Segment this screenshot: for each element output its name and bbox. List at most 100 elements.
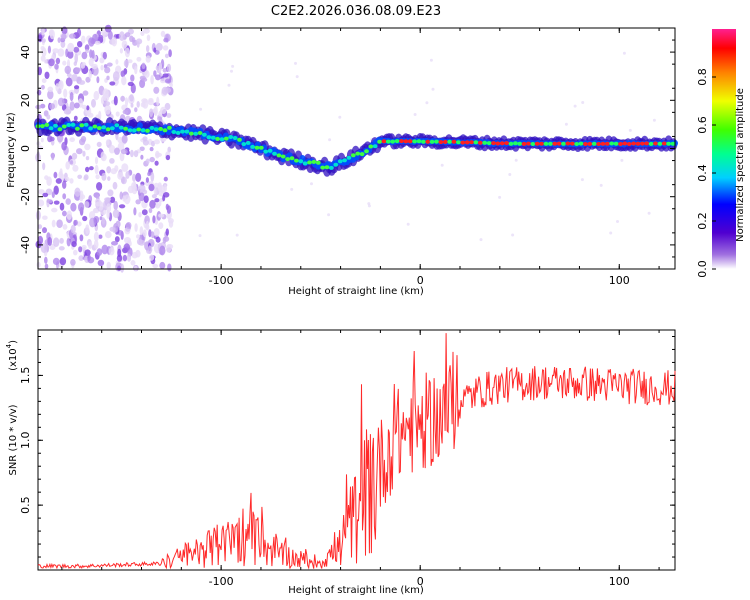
spectrogram-noise-cell <box>136 238 143 245</box>
ridge-cell-peak <box>193 131 199 136</box>
spectrogram-noise-cell <box>125 222 132 229</box>
spectrogram-noise-cell <box>159 261 166 270</box>
ridge-cell-peak <box>79 123 85 128</box>
ridge-cell-peak <box>197 131 203 135</box>
ridge-cell-peak <box>145 128 150 133</box>
spectrogram-noise-cell <box>328 138 332 142</box>
spectrogram-noise-cell <box>138 212 142 218</box>
colorbar-tick-label: 0.8 <box>696 68 709 86</box>
spectrogram-noise-cell <box>132 173 136 182</box>
ridge-cell-peak <box>223 136 229 141</box>
spectrogram-noise-cell <box>93 207 98 213</box>
spectrogram-noise-cell <box>581 101 585 104</box>
spectrogram-noise-cell <box>74 187 81 197</box>
ridge-cell-peak <box>644 141 650 146</box>
ridge-cell-peak <box>228 135 234 139</box>
spectrogram-noise-cell <box>101 244 109 255</box>
ridge-cell-peak <box>162 128 168 133</box>
spectrogram-noise-cell <box>94 156 99 165</box>
spectrogram-noise-cell <box>165 203 169 211</box>
spectrogram-noise-cell <box>69 101 75 111</box>
ridge-cell-peak <box>40 124 45 129</box>
spectrogram-noise-cell <box>66 210 73 220</box>
spectrogram-noise-cell <box>49 103 55 110</box>
snr-ytick-label: 1.5 <box>19 367 32 385</box>
spectrogram-noise-cell <box>99 216 103 221</box>
colorbar-tick-label: 0.6 <box>696 116 709 134</box>
spectrogram-noise-cell <box>440 163 444 167</box>
ridge-cell-peak <box>429 139 435 144</box>
spectrogram-ytick-label: 0 <box>19 145 32 152</box>
ridge-cell-peak <box>276 153 282 158</box>
spectrogram-noise-cell <box>150 231 155 239</box>
spectrogram-noise-cell <box>599 183 603 187</box>
spectrogram-noise-cell <box>290 187 294 191</box>
spectrogram-noise-cell <box>120 95 126 102</box>
spectrogram-noise-cell <box>53 200 60 205</box>
ridge-cell-peak <box>206 135 212 140</box>
spectrogram-noise-cell <box>164 78 172 84</box>
ridge-cell-peak <box>377 139 382 144</box>
ridge-cell-peak <box>574 142 580 146</box>
ridge-cell-peak <box>237 137 242 142</box>
spectrogram-noise-cell <box>53 185 59 195</box>
ridge-cell-peak <box>648 141 654 146</box>
spectrogram-noise-cell <box>99 57 105 64</box>
spectrogram-noise-cell <box>156 96 160 107</box>
spectrogram-noise-cell <box>133 207 137 216</box>
ridge-cell-peak <box>548 141 553 146</box>
ridge-cell-peak <box>434 139 439 144</box>
spectrogram-noise-cell <box>148 229 152 238</box>
ridge-cell-peak <box>364 149 369 154</box>
ridge-cell-peak <box>311 159 317 164</box>
ridge-cell-peak <box>534 141 540 146</box>
spectrogram-noise-cell <box>74 102 80 109</box>
ridge-cell-peak <box>425 139 431 144</box>
ridge-cell-peak <box>390 139 396 144</box>
spectrogram-noise-cell <box>105 231 112 239</box>
spectrogram-noise-cell <box>84 44 90 51</box>
spectrogram-noise-cell <box>89 49 93 58</box>
spectrogram-noise-cell <box>104 197 112 202</box>
spectrogram-noise-cell <box>81 35 86 44</box>
spectrogram-noise-cell <box>65 198 71 205</box>
spectrogram-noise-cell <box>38 34 43 43</box>
ridge-cell-peak <box>88 126 93 131</box>
spectrogram-noise-cell <box>88 57 94 67</box>
spectrogram-noise-cell <box>145 177 149 183</box>
spectrogram-ticks: -100 0 100 -40 -20 0 20 40 <box>19 28 675 287</box>
spectrogram-noise-cell <box>60 40 66 48</box>
ridge-cell-peak <box>149 125 155 130</box>
spectrogram-noise-cell <box>231 64 235 68</box>
ridge-cell-peak <box>403 139 409 144</box>
snr-multiplier-exp: 4 <box>5 343 13 348</box>
spectrogram-noise-cell <box>74 85 80 90</box>
spectrogram-noise-cell <box>91 98 96 108</box>
spectrogram-noise-cell <box>152 263 159 269</box>
spectrogram-noise-cell <box>425 101 429 105</box>
spectrogram-noise-cell <box>169 82 173 88</box>
spectrogram-noise-cell <box>135 172 142 182</box>
snr-series-line <box>37 333 676 570</box>
ridge-cell-peak <box>517 141 523 146</box>
spectrogram-noise-cell <box>49 29 55 40</box>
ridge-cell-peak <box>407 139 413 144</box>
spectrogram-noise-cell <box>609 231 613 235</box>
spectrogram-noise-cell <box>79 196 84 202</box>
spectrogram-noise-cell <box>37 224 43 230</box>
ridge-cell-peak <box>210 135 216 140</box>
spectrogram-noise-cell <box>51 152 55 161</box>
spectrogram-noise-cell <box>130 260 136 266</box>
spectrogram-noise-cell <box>47 86 54 93</box>
spectrogram-noise-cell <box>121 76 127 86</box>
ridge-cell-peak <box>412 139 417 144</box>
spectrogram-noise-cell <box>141 98 148 103</box>
spectrogram-noise-cell <box>64 65 72 75</box>
spectrogram-noise-cell <box>138 184 146 193</box>
spectrogram-noise-cell <box>111 241 118 246</box>
spectrogram-noise-cell <box>51 191 55 198</box>
ridge-cell-peak <box>569 141 575 146</box>
spectrogram-noise-cell <box>106 261 111 270</box>
spectrogram-noise-cell <box>51 219 56 228</box>
spectrogram-noise-cell <box>74 219 78 226</box>
